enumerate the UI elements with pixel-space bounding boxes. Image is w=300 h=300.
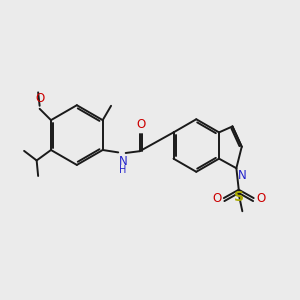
Text: O: O: [256, 192, 265, 205]
Text: N: N: [238, 169, 246, 182]
Text: O: O: [136, 118, 146, 131]
Text: O: O: [35, 92, 44, 105]
Text: S: S: [234, 190, 244, 204]
Text: O: O: [212, 192, 221, 205]
Text: H: H: [119, 165, 126, 175]
Text: N: N: [119, 155, 128, 168]
